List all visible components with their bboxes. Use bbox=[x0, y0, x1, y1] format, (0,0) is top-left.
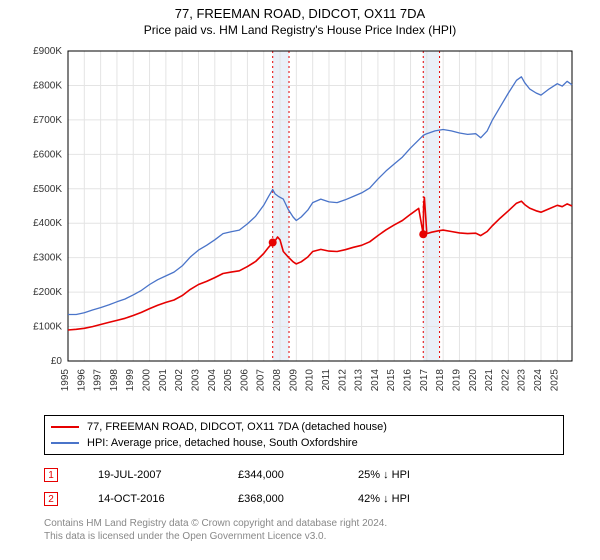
credit-line-1: Contains HM Land Registry data © Crown c… bbox=[44, 518, 387, 529]
svg-text:2022: 2022 bbox=[500, 369, 511, 392]
svg-text:2002: 2002 bbox=[174, 369, 185, 392]
svg-text:£600K: £600K bbox=[33, 149, 62, 160]
svg-text:£500K: £500K bbox=[33, 184, 62, 195]
transaction-marker: 2 bbox=[44, 492, 58, 506]
svg-text:1997: 1997 bbox=[93, 369, 104, 392]
legend: 77, FREEMAN ROAD, DIDCOT, OX11 7DA (deta… bbox=[44, 415, 564, 455]
transaction-price: £344,000 bbox=[238, 469, 318, 481]
svg-text:2003: 2003 bbox=[190, 369, 201, 392]
svg-text:2004: 2004 bbox=[207, 369, 218, 392]
svg-text:2016: 2016 bbox=[403, 369, 414, 392]
transaction-date: 14-OCT-2016 bbox=[98, 493, 198, 505]
svg-text:2006: 2006 bbox=[239, 369, 250, 392]
svg-text:2021: 2021 bbox=[484, 369, 495, 392]
svg-text:2014: 2014 bbox=[370, 369, 381, 392]
svg-text:2008: 2008 bbox=[272, 369, 283, 392]
svg-text:2012: 2012 bbox=[337, 369, 348, 392]
svg-text:2023: 2023 bbox=[517, 369, 528, 392]
svg-text:2009: 2009 bbox=[288, 369, 299, 392]
legend-label: 77, FREEMAN ROAD, DIDCOT, OX11 7DA (deta… bbox=[87, 421, 387, 433]
legend-swatch bbox=[51, 426, 79, 428]
svg-text:2000: 2000 bbox=[142, 369, 153, 392]
svg-text:£100K: £100K bbox=[33, 322, 62, 333]
legend-swatch bbox=[51, 442, 79, 444]
svg-text:£800K: £800K bbox=[33, 80, 62, 91]
credit-text: Contains HM Land Registry data © Crown c… bbox=[44, 517, 564, 543]
transaction-price: £368,000 bbox=[238, 493, 318, 505]
svg-text:1999: 1999 bbox=[125, 369, 136, 392]
svg-text:2013: 2013 bbox=[354, 369, 365, 392]
svg-text:2018: 2018 bbox=[435, 369, 446, 392]
svg-text:1995: 1995 bbox=[60, 369, 71, 392]
svg-text:£900K: £900K bbox=[33, 46, 62, 57]
svg-text:£300K: £300K bbox=[33, 253, 62, 264]
svg-text:£400K: £400K bbox=[33, 218, 62, 229]
chart-area: £0 £100K £200K £300K £400K £500K £600K £700K £80… bbox=[20, 45, 580, 405]
svg-text:2017: 2017 bbox=[419, 369, 430, 392]
svg-text:2001: 2001 bbox=[158, 369, 169, 392]
legend-item: HPI: Average price, detached house, Sout… bbox=[51, 435, 557, 451]
legend-label: HPI: Average price, detached house, Sout… bbox=[87, 437, 358, 449]
svg-text:£0: £0 bbox=[51, 356, 63, 367]
svg-text:2020: 2020 bbox=[468, 369, 479, 392]
svg-text:2024: 2024 bbox=[533, 369, 544, 392]
svg-text:1996: 1996 bbox=[76, 369, 87, 392]
line-chart-svg: £0 £100K £200K £300K £400K £500K £600K £700K £80… bbox=[20, 45, 580, 405]
transaction-row: 1 19-JUL-2007 £344,000 25% ↓ HPI bbox=[44, 463, 564, 487]
chart-container: 77, FREEMAN ROAD, DIDCOT, OX11 7DA Price… bbox=[0, 0, 600, 549]
svg-text:2011: 2011 bbox=[321, 369, 332, 391]
svg-text:£700K: £700K bbox=[33, 115, 62, 126]
chart-subtitle: Price paid vs. HM Land Registry's House … bbox=[10, 23, 590, 37]
svg-text:2010: 2010 bbox=[305, 369, 316, 392]
transaction-date: 19-JUL-2007 bbox=[98, 469, 198, 481]
transactions-table: 1 19-JUL-2007 £344,000 25% ↓ HPI 2 14-OCT-201… bbox=[44, 463, 564, 511]
svg-text:2025: 2025 bbox=[549, 369, 560, 392]
transaction-diff: 42% ↓ HPI bbox=[358, 493, 448, 505]
svg-text:1998: 1998 bbox=[109, 369, 120, 392]
transaction-marker: 1 bbox=[44, 468, 58, 482]
credit-line-2: This data is licensed under the Open Gov… bbox=[44, 531, 326, 542]
svg-text:2015: 2015 bbox=[386, 369, 397, 392]
svg-text:2005: 2005 bbox=[223, 369, 234, 392]
svg-text:£200K: £200K bbox=[33, 287, 62, 298]
transaction-diff: 25% ↓ HPI bbox=[358, 469, 448, 481]
transaction-row: 2 14-OCT-2016 £368,000 42% ↓ HPI bbox=[44, 487, 564, 511]
svg-text:2007: 2007 bbox=[256, 369, 267, 392]
legend-item: 77, FREEMAN ROAD, DIDCOT, OX11 7DA (deta… bbox=[51, 419, 557, 435]
svg-text:2019: 2019 bbox=[451, 369, 462, 392]
chart-title: 77, FREEMAN ROAD, DIDCOT, OX11 7DA bbox=[10, 6, 590, 21]
